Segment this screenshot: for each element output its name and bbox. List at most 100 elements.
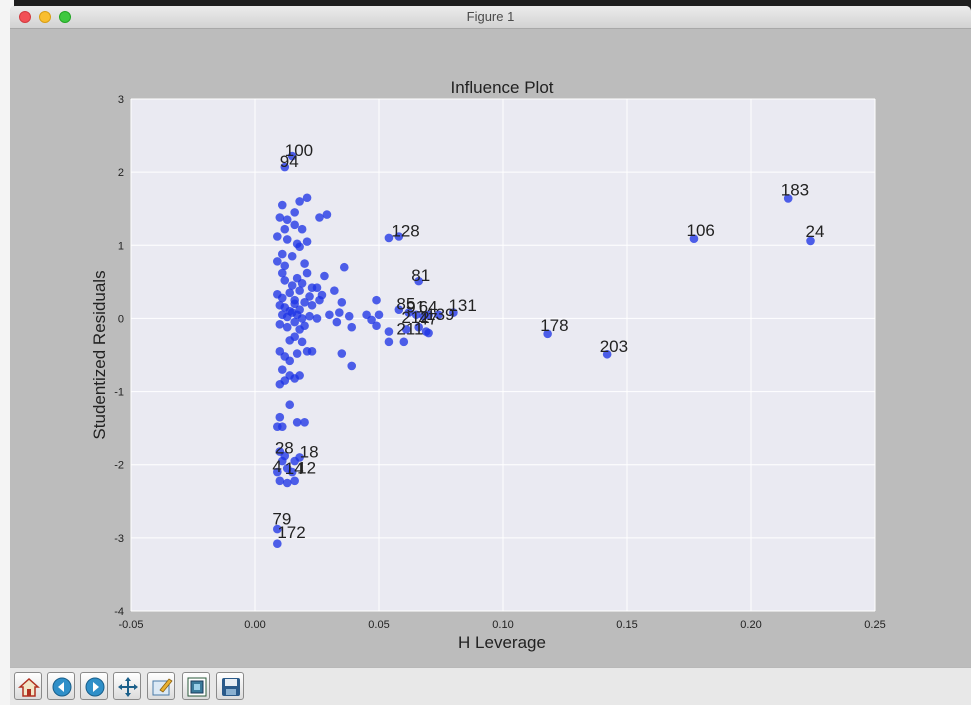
- scatter-point: [295, 286, 304, 295]
- point-label: 28: [275, 439, 294, 458]
- scatter-point: [312, 314, 322, 323]
- scatter-point: [285, 356, 295, 366]
- scatter-point: [332, 317, 342, 327]
- scatter-point: [280, 162, 290, 172]
- x-tick-label: 0.05: [368, 619, 389, 631]
- scatter-point: [290, 317, 299, 327]
- point-label: 24: [806, 222, 825, 241]
- scatter-point: [330, 286, 339, 295]
- y-tick-label: 0: [118, 313, 124, 325]
- scatter-point: [282, 235, 292, 244]
- move-icon: [118, 677, 138, 697]
- figure-window: Figure 1 Influence Plot -0.05 0.00 0.05 0.1…: [10, 6, 971, 705]
- point-label: 203: [600, 337, 628, 356]
- y-tick-label: 2: [118, 167, 124, 179]
- x-tick-labels: -0.05 0.00 0.05 0.10 0.15 0.20 0.25: [118, 619, 885, 631]
- scatter-point: [339, 262, 349, 272]
- scatter-point: [295, 242, 304, 252]
- scatter-point: [273, 539, 282, 549]
- pan-button[interactable]: [113, 672, 141, 700]
- y-tick-label: -3: [114, 533, 124, 545]
- x-tick-label: 0.20: [740, 619, 761, 631]
- scatter-point: [372, 295, 381, 305]
- scatter-point: [275, 213, 285, 222]
- configure-subplots-button[interactable]: [182, 672, 210, 700]
- scatter-point: [384, 233, 394, 243]
- scatter-point: [335, 308, 344, 317]
- point-label: 131: [448, 296, 476, 315]
- scatter-point: [295, 371, 304, 380]
- scatter-point: [384, 327, 394, 336]
- point-label: 178: [540, 316, 568, 335]
- scatter-point: [434, 310, 443, 320]
- home-button[interactable]: [14, 672, 42, 700]
- y-tick-label: 1: [118, 240, 124, 252]
- scatter-point: [275, 379, 285, 389]
- x-tick-label: 0.00: [244, 619, 265, 631]
- scatter-point: [394, 232, 404, 241]
- subplots-icon: [187, 677, 207, 697]
- scatter-point: [277, 365, 287, 374]
- back-button[interactable]: [47, 672, 75, 700]
- scatter-point: [394, 305, 404, 314]
- point-label: 91: [406, 298, 425, 317]
- scatter-point: [374, 310, 384, 320]
- scatter-point: [404, 308, 414, 317]
- scatter-point: [337, 298, 347, 307]
- point-label: 211: [396, 320, 423, 339]
- zoom-button[interactable]: [147, 672, 175, 700]
- close-window-button[interactable]: [19, 11, 31, 23]
- home-icon: [18, 677, 40, 697]
- window-title: Figure 1: [466, 9, 515, 24]
- chart-title: Influence Plot: [450, 78, 553, 97]
- scatter-point: [277, 456, 287, 466]
- save-button[interactable]: [216, 672, 244, 700]
- scatter-point: [783, 194, 793, 203]
- scatter-point: [424, 310, 433, 320]
- scatter-point: [277, 293, 287, 303]
- point-label: 183: [781, 181, 809, 200]
- scatter-point: [292, 417, 302, 427]
- scatter-point: [312, 283, 322, 293]
- scatter-point: [414, 276, 423, 286]
- scatter-point: [449, 308, 458, 317]
- forward-button[interactable]: [80, 672, 108, 700]
- point-label: 100: [285, 141, 313, 160]
- point-label: 18: [300, 442, 319, 461]
- scatter-point: [287, 281, 297, 290]
- scatter-point: [295, 453, 304, 462]
- scatter-point: [300, 259, 309, 268]
- scatter-point: [307, 300, 317, 310]
- scatter-point: [273, 257, 282, 266]
- point-label: 14: [285, 459, 304, 478]
- scatter-point: [322, 210, 332, 219]
- point-label: 172: [277, 523, 305, 542]
- point-label: 94: [280, 152, 299, 171]
- minimize-window-button[interactable]: [39, 11, 51, 23]
- scatter-point: [277, 422, 287, 431]
- scatter-point: [277, 268, 287, 278]
- point-label: 139: [426, 305, 454, 324]
- point-label: 212: [401, 308, 429, 327]
- scatter-point: [285, 400, 295, 410]
- x-tick-label: -0.05: [118, 619, 143, 631]
- scatter-point: [320, 271, 329, 281]
- scatter-point: [302, 268, 312, 278]
- scatter-point: [300, 321, 309, 331]
- scatter-point: [280, 261, 290, 271]
- scatter-point: [806, 236, 815, 246]
- scatter-point: [347, 322, 357, 332]
- scatter-point: [277, 249, 287, 259]
- scatter-point: [347, 361, 357, 371]
- scatter-point: [280, 276, 290, 285]
- arrow-right-icon: [85, 677, 105, 697]
- scatter-point: [290, 332, 299, 342]
- scatter-point: [315, 295, 324, 305]
- scatter-point: [307, 347, 317, 356]
- zoom-window-button[interactable]: [59, 11, 71, 23]
- y-tick-label: -2: [114, 460, 124, 472]
- figure-canvas[interactable]: Influence Plot -0.05 0.00 0.05 0.10 0.15 0.20…: [10, 29, 971, 667]
- point-label: 85: [396, 295, 415, 314]
- scatter-point: [300, 298, 309, 307]
